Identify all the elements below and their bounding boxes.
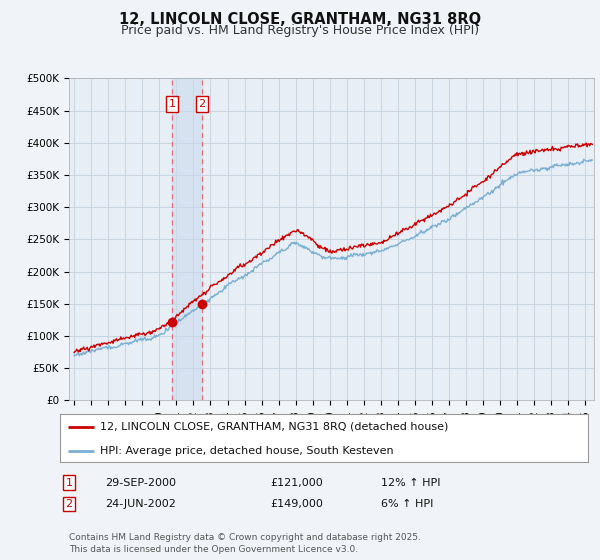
Text: Contains HM Land Registry data © Crown copyright and database right 2025.
This d: Contains HM Land Registry data © Crown c…: [69, 533, 421, 554]
Text: £121,000: £121,000: [270, 478, 323, 488]
Text: 12, LINCOLN CLOSE, GRANTHAM, NG31 8RQ (detached house): 12, LINCOLN CLOSE, GRANTHAM, NG31 8RQ (d…: [100, 422, 448, 432]
Text: 1: 1: [169, 99, 176, 109]
Text: 29-SEP-2000: 29-SEP-2000: [105, 478, 176, 488]
Bar: [172, 78, 202, 400]
Text: Price paid vs. HM Land Registry's House Price Index (HPI): Price paid vs. HM Land Registry's House …: [121, 24, 479, 36]
Text: 2: 2: [65, 499, 73, 509]
Text: HPI: Average price, detached house, South Kesteven: HPI: Average price, detached house, Sout…: [100, 446, 393, 456]
Text: 1: 1: [65, 478, 73, 488]
Text: 12% ↑ HPI: 12% ↑ HPI: [381, 478, 440, 488]
Text: 12, LINCOLN CLOSE, GRANTHAM, NG31 8RQ: 12, LINCOLN CLOSE, GRANTHAM, NG31 8RQ: [119, 12, 481, 27]
Text: 6% ↑ HPI: 6% ↑ HPI: [381, 499, 433, 509]
Text: 2: 2: [199, 99, 206, 109]
Text: 24-JUN-2002: 24-JUN-2002: [105, 499, 176, 509]
Text: £149,000: £149,000: [270, 499, 323, 509]
